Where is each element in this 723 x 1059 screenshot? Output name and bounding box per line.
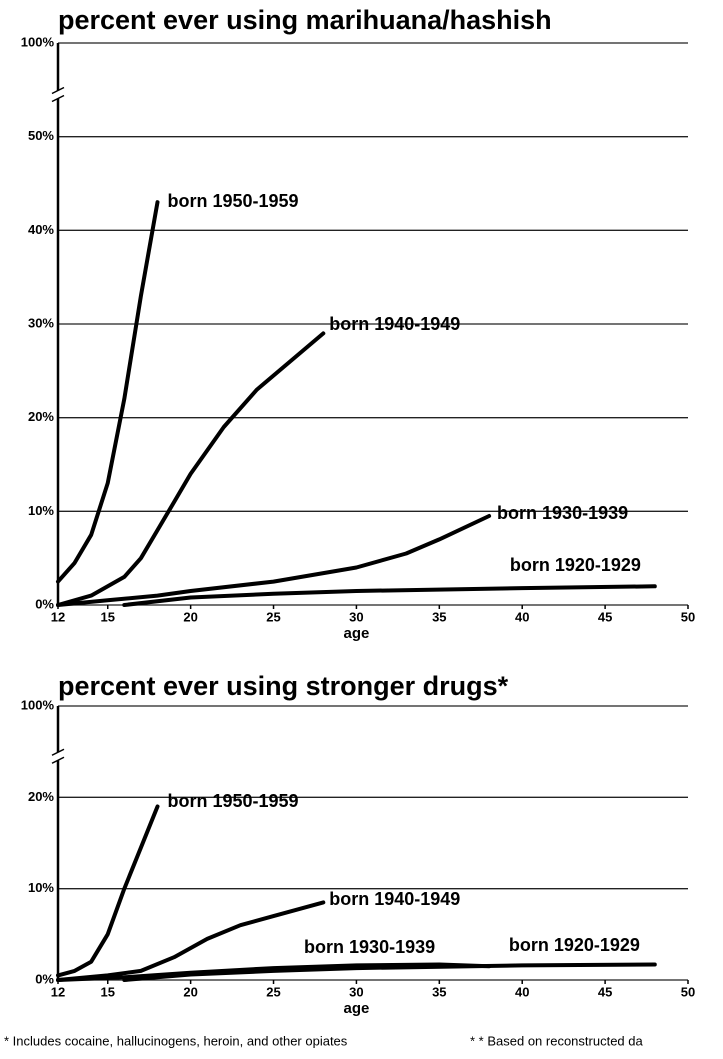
series-label: born 1920-1929	[510, 555, 641, 575]
series-line	[122, 584, 657, 607]
x-tick-label: 30	[349, 609, 363, 624]
axis-break	[51, 86, 65, 95]
x-tick-label: 25	[266, 984, 280, 999]
series-label: born 1920-1929	[509, 935, 640, 955]
axis-break-gap	[52, 90, 64, 99]
series-line	[56, 804, 160, 978]
axis-break-gap	[52, 752, 64, 761]
chart-title: percent ever using stronger drugs*	[58, 671, 509, 701]
axis-break	[51, 94, 65, 103]
series-label: born 1950-1959	[167, 791, 298, 811]
x-tick-label: 20	[183, 609, 197, 624]
x-tick-label: 12	[51, 984, 65, 999]
x-tick-label: 30	[349, 984, 363, 999]
y-tick-label: 40%	[28, 222, 54, 237]
footnote: * Includes cocaine, hallucinogens, heroi…	[4, 1033, 348, 1048]
y-tick-label: 50%	[28, 128, 54, 143]
footnote: * * Based on reconstructed da	[470, 1033, 643, 1048]
x-tick-label: 12	[51, 609, 65, 624]
x-axis-label: age	[343, 1000, 369, 1017]
x-tick-label: 15	[101, 609, 115, 624]
x-tick-label: 35	[432, 609, 446, 624]
x-tick-label: 40	[515, 984, 529, 999]
y-tick-label: 20%	[28, 409, 54, 424]
axis-break	[51, 748, 65, 756]
series-line	[122, 962, 657, 982]
x-tick-label: 40	[515, 609, 529, 624]
x-tick-label: 25	[266, 609, 280, 624]
y-tick-label: 30%	[28, 315, 54, 330]
y-tick-label: 10%	[28, 880, 54, 895]
y-tick-label: 0%	[35, 596, 54, 611]
y-tick-label: 100%	[21, 34, 55, 49]
y-tick-label: 20%	[28, 789, 54, 804]
y-tick-label: 10%	[28, 503, 54, 518]
series-line	[56, 331, 326, 607]
series-label: born 1940-1949	[329, 889, 460, 909]
x-tick-label: 50	[681, 609, 695, 624]
x-tick-label: 20	[183, 984, 197, 999]
series-line	[56, 200, 160, 584]
chart-title: percent ever using marihuana/hashish	[58, 5, 552, 35]
x-tick-label: 15	[101, 984, 115, 999]
x-tick-label: 45	[598, 984, 612, 999]
x-tick-label: 35	[432, 984, 446, 999]
series-line	[56, 514, 492, 607]
axis-break	[51, 756, 65, 764]
series-line	[56, 962, 492, 982]
x-tick-label: 50	[681, 984, 695, 999]
y-tick-label: 0%	[35, 971, 54, 986]
series-label: born 1950-1959	[167, 191, 298, 211]
x-axis-label: age	[343, 625, 369, 642]
x-tick-label: 45	[598, 609, 612, 624]
y-tick-label: 100%	[21, 697, 55, 712]
series-label: born 1930-1939	[304, 937, 435, 957]
series-label: born 1930-1939	[497, 503, 628, 523]
series-label: born 1940-1949	[329, 314, 460, 334]
series-line	[56, 900, 326, 982]
